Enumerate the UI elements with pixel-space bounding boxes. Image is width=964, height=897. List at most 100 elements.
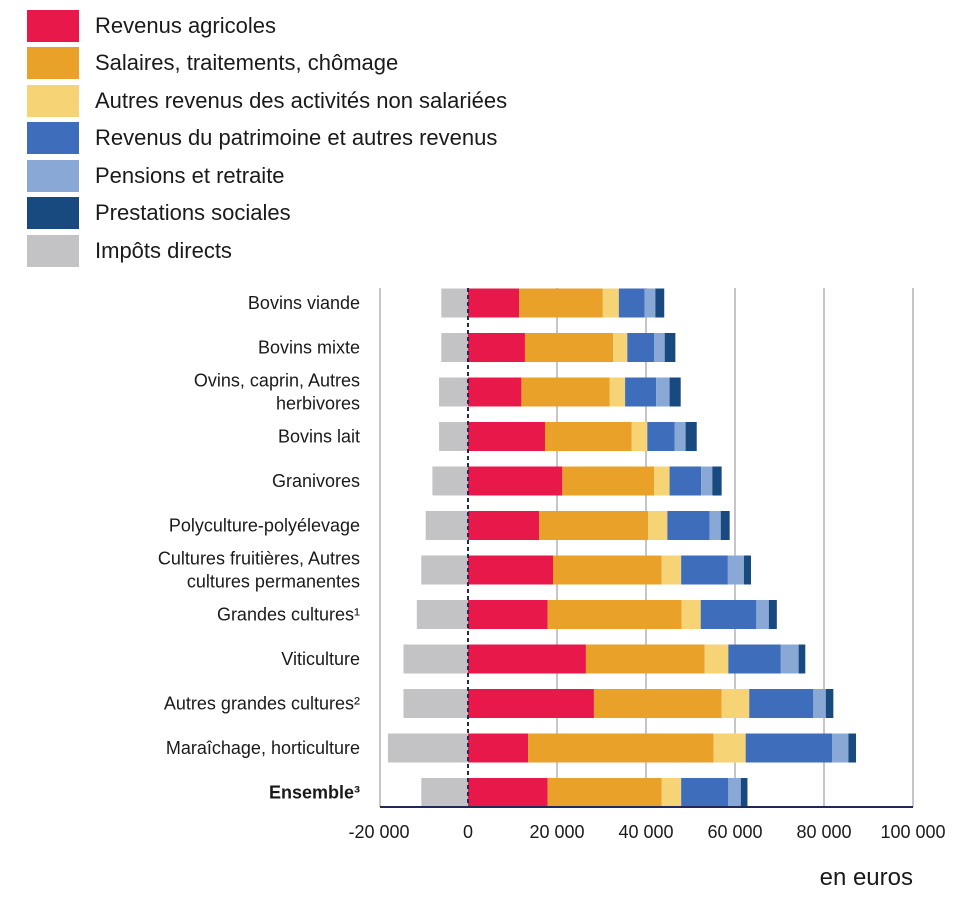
category-label: Cultures fruitières, Autres xyxy=(158,549,360,569)
bar-segment xyxy=(720,511,730,540)
bar-segment xyxy=(685,422,697,451)
category-label: Viticulture xyxy=(281,649,360,669)
legend-item: Impôts directs xyxy=(27,232,507,270)
category-label: Grandes cultures¹ xyxy=(217,605,360,625)
bar-segment xyxy=(749,689,814,718)
bar-segment xyxy=(468,511,540,540)
bar-segment xyxy=(539,511,649,540)
legend-label: Autres revenus des activités non salarié… xyxy=(95,87,508,113)
bar-segment xyxy=(664,333,676,362)
bar-segment xyxy=(709,511,721,540)
bar-segment xyxy=(519,288,603,318)
bar-segment xyxy=(669,466,702,496)
category-label: Ovins, caprin, Autres xyxy=(194,371,360,391)
bar-segment xyxy=(609,377,626,407)
bar-segment xyxy=(468,555,553,585)
bar-segment xyxy=(468,600,548,629)
bar-segment xyxy=(780,644,799,674)
bar-segment xyxy=(669,377,681,407)
bar-segment xyxy=(387,733,468,763)
bar-segment xyxy=(825,689,834,718)
legend-item: Pensions et retraite xyxy=(27,157,507,195)
tick-labels: -20 000 0 20 000 40 000 60 000 80 000 100 000 xyxy=(348,822,945,842)
bar-segment xyxy=(713,733,746,763)
bar-segment xyxy=(552,555,662,585)
bar-segment xyxy=(602,288,619,318)
bar-segment xyxy=(631,422,648,451)
bar-segment xyxy=(425,511,468,540)
legend-label: Prestations sociales xyxy=(95,200,291,226)
legend-swatch xyxy=(27,84,79,117)
bar-segment xyxy=(625,377,657,407)
gridlines xyxy=(379,288,914,807)
bar-segment xyxy=(547,600,682,629)
bar-segment xyxy=(468,733,529,763)
bar-segment xyxy=(613,333,628,362)
bar-segment xyxy=(647,422,675,451)
bar-segment xyxy=(768,600,777,629)
category-label: Bovins viande xyxy=(248,293,360,313)
bar-segment xyxy=(468,778,548,807)
category-label: Autres grandes cultures² xyxy=(164,694,360,714)
bar-segment xyxy=(521,377,610,407)
bar-segment xyxy=(667,511,710,540)
bar-segment xyxy=(798,644,806,674)
legend-label: Revenus du patrimoine et autres revenus xyxy=(95,125,498,151)
bar-segment xyxy=(704,644,729,674)
bar-segment xyxy=(547,778,662,807)
bars xyxy=(387,288,857,807)
legend-item: Prestations sociales xyxy=(27,195,507,233)
bar-segment xyxy=(728,778,741,807)
bar-segment xyxy=(468,377,522,407)
category-labels: Bovins viande Bovins mixte Ovins, caprin, … xyxy=(158,293,360,803)
bar-segment xyxy=(421,555,468,585)
category-label: Polyculture-polyélevage xyxy=(169,516,360,536)
legend-swatch xyxy=(27,122,79,155)
bar-segment xyxy=(468,466,563,496)
bar-segment xyxy=(468,644,586,674)
category-label: Ensemble³ xyxy=(269,783,360,803)
bar-segment xyxy=(655,288,665,318)
legend-swatch xyxy=(27,9,79,42)
bar-segment xyxy=(528,733,714,763)
bar-segment xyxy=(441,333,468,362)
bar-segment xyxy=(728,644,781,674)
bar-segment xyxy=(439,422,468,451)
bar-segment xyxy=(403,689,468,718)
legend-label: Pensions et retraite xyxy=(95,162,285,188)
bar-segment xyxy=(524,333,614,362)
bar-segment xyxy=(743,555,752,585)
x-tick-label: 40 000 xyxy=(618,822,673,842)
legend-swatch xyxy=(27,197,79,230)
bar-segment xyxy=(468,422,545,451)
bar-segment xyxy=(562,466,655,496)
bar-segment xyxy=(740,778,748,807)
category-label: herbivores xyxy=(276,394,360,414)
bar-segment xyxy=(848,733,857,763)
bar-segment xyxy=(701,466,713,496)
category-label: cultures permanentes xyxy=(187,572,360,592)
category-label: Bovins mixte xyxy=(258,338,360,358)
legend-label: Revenus agricoles xyxy=(95,12,276,38)
bar-segment xyxy=(627,333,655,362)
legend-item: Autres revenus des activités non salarié… xyxy=(27,82,507,120)
x-tick-label: 20 000 xyxy=(529,822,584,842)
bar-segment xyxy=(421,778,468,807)
bar-segment xyxy=(661,555,682,585)
bar-segment xyxy=(654,333,665,362)
category-label: Bovins lait xyxy=(278,427,360,447)
x-tick-label: 100 000 xyxy=(880,822,945,842)
bar-segment xyxy=(700,600,757,629)
bar-segment xyxy=(468,288,520,318)
legend-item: Revenus agricoles xyxy=(27,7,507,45)
bar-segment xyxy=(593,689,722,718)
bar-segment xyxy=(544,422,632,451)
legend-swatch xyxy=(27,234,79,267)
bar-segment xyxy=(656,377,670,407)
legend-swatch xyxy=(27,47,79,80)
bar-segment xyxy=(618,288,645,318)
bar-segment xyxy=(403,644,468,674)
x-tick-label: 60 000 xyxy=(707,822,762,842)
bar-segment xyxy=(745,733,833,763)
